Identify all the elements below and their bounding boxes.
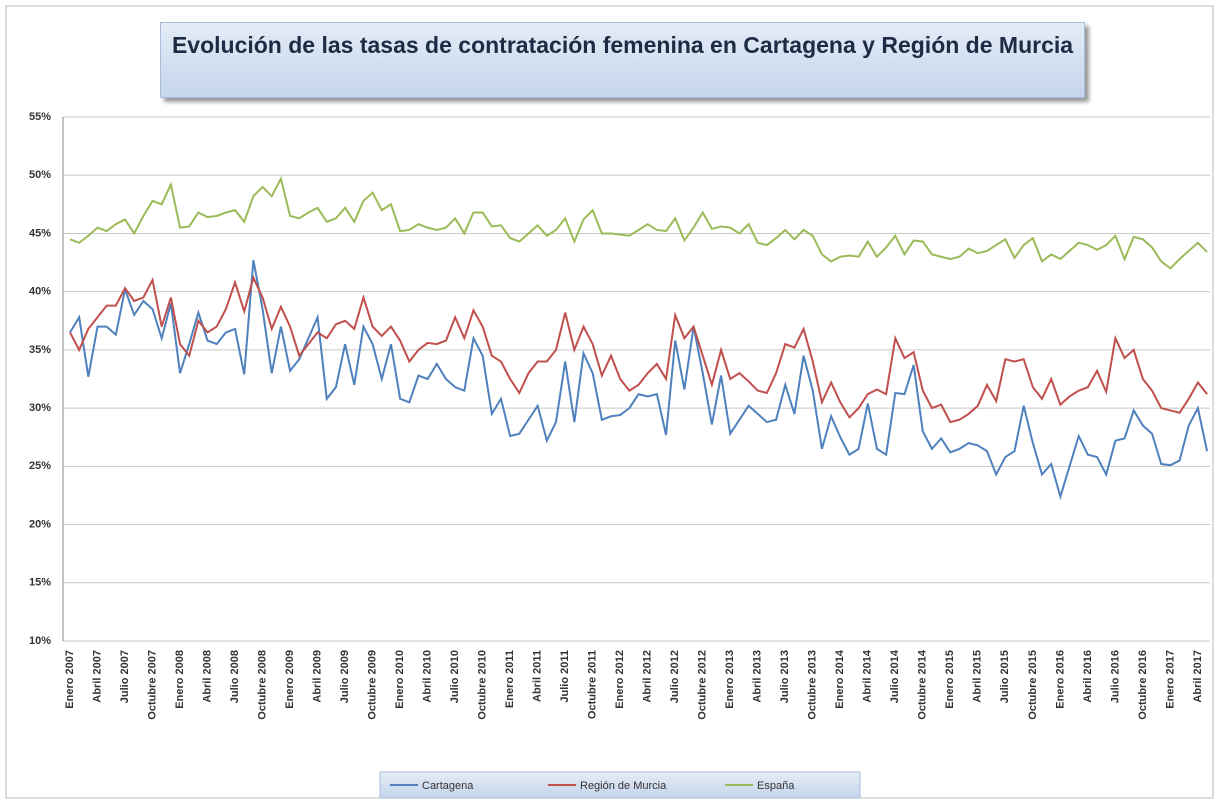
x-tick-label: Abril 2017 xyxy=(1192,650,1204,703)
x-tick-label: Octubre 2011 xyxy=(587,650,599,719)
chart-frame xyxy=(5,5,1214,799)
x-tick-label: Abril 2007 xyxy=(91,650,103,703)
x-tick-label: Abril 2012 xyxy=(642,650,654,703)
x-tick-label: Enero 2007 xyxy=(64,650,76,709)
series-line xyxy=(69,175,1208,270)
y-tick-label: 10% xyxy=(29,635,51,647)
x-tick-label: Abril 2011 xyxy=(532,650,544,702)
series-line xyxy=(69,274,1208,424)
x-tick-label: Enero 2012 xyxy=(614,650,626,709)
x-tick-label: Julio 2012 xyxy=(669,650,681,703)
legend-label: España xyxy=(757,780,795,792)
x-tick-label: Octubre 2008 xyxy=(256,650,268,720)
x-tick-label: Octubre 2009 xyxy=(367,650,379,720)
y-tick-label: 30% xyxy=(29,402,51,414)
y-tick-label: 15% xyxy=(29,577,51,589)
y-tick-label: 55% xyxy=(29,111,51,123)
x-tick-label: Abril 2009 xyxy=(311,650,323,703)
y-tick-label: 50% xyxy=(29,169,51,181)
x-tick-label: Enero 2014 xyxy=(834,649,846,709)
x-tick-label: Julio 2016 xyxy=(1109,650,1121,703)
x-tick-label: Octubre 2012 xyxy=(697,650,709,720)
y-tick-label: 45% xyxy=(29,227,51,239)
x-tick-label: Octubre 2014 xyxy=(917,649,929,720)
x-tick-label: Enero 2009 xyxy=(284,650,296,709)
x-tick-label: Enero 2016 xyxy=(1054,650,1066,709)
x-tick-label: Enero 2008 xyxy=(174,650,186,709)
x-tick-label: Enero 2011 xyxy=(504,650,516,708)
y-tick-label: 35% xyxy=(29,344,51,356)
y-tick-label: 25% xyxy=(29,460,51,472)
x-tick-label: Enero 2015 xyxy=(944,650,956,709)
x-tick-label: Julio 2015 xyxy=(999,650,1011,703)
x-tick-label: Enero 2013 xyxy=(724,650,736,709)
x-tick-label: Abril 2010 xyxy=(422,650,434,703)
y-tick-label: 20% xyxy=(29,518,51,530)
x-tick-label: Julio 2008 xyxy=(229,650,241,703)
x-tick-label: Julio 2014 xyxy=(889,649,901,703)
x-tick-label: Julio 2013 xyxy=(779,650,791,703)
x-tick-label: Enero 2010 xyxy=(394,650,406,709)
x-tick-label: Julio 2007 xyxy=(119,650,131,703)
x-tick-label: Abril 2014 xyxy=(862,649,874,702)
legend-box xyxy=(379,771,861,799)
x-tick-label: Octubre 2007 xyxy=(146,650,158,720)
x-tick-label: Abril 2013 xyxy=(752,650,764,703)
x-tick-label: Abril 2008 xyxy=(201,650,213,703)
x-tick-label: Julio 2011 xyxy=(559,650,571,703)
x-tick-label: Enero 2017 xyxy=(1164,650,1176,709)
x-tick-label: Abril 2015 xyxy=(972,650,984,703)
x-tick-label: Julio 2009 xyxy=(339,650,351,703)
y-tick-label: 40% xyxy=(29,286,51,298)
x-tick-label: Octubre 2013 xyxy=(807,650,819,720)
x-tick-label: Octubre 2010 xyxy=(477,650,489,720)
legend-label: Cartagena xyxy=(422,780,474,792)
x-tick-label: Octubre 2015 xyxy=(1027,650,1039,720)
x-tick-label: Octubre 2016 xyxy=(1137,650,1149,720)
x-tick-label: Julio 2010 xyxy=(449,650,461,703)
chart-title: Evolución de las tasas de contratación f… xyxy=(160,22,1085,98)
legend-label: Región de Murcia xyxy=(580,780,667,792)
x-tick-label: Abril 2016 xyxy=(1082,650,1094,703)
